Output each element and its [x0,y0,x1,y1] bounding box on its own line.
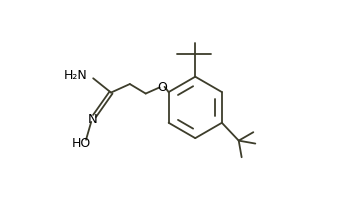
Text: H₂N: H₂N [63,69,87,82]
Text: HO: HO [72,136,91,149]
Text: O: O [157,81,167,94]
Text: N: N [87,112,97,125]
